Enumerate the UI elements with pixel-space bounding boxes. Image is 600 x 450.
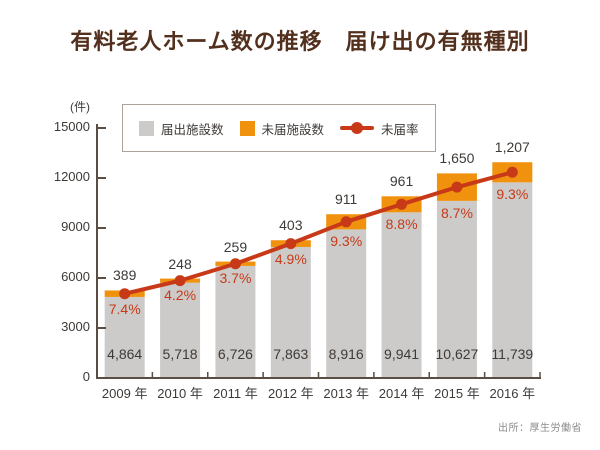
rate-point <box>340 216 352 228</box>
y-axis-unit-label: (件) <box>70 100 90 114</box>
rate-point <box>174 275 186 287</box>
legend-swatch-unreported <box>239 120 255 136</box>
legend-swatch-reported <box>139 120 154 136</box>
bar-reported <box>270 246 311 378</box>
page-title: 有料老人ホーム数の推移 届け出の有無種別 <box>70 29 530 54</box>
bar-reported <box>215 265 256 378</box>
rate-point <box>285 238 297 250</box>
rate-point <box>506 166 518 178</box>
bar-reported <box>326 229 367 378</box>
rate-point <box>451 181 463 193</box>
legend-label-reported: 届出施設数 <box>161 122 224 137</box>
legend-line-icon <box>340 122 375 134</box>
bar-reported <box>160 282 201 378</box>
legend-label-unreported: 未届施設数 <box>261 122 325 137</box>
legend-item-rate: 未届率 <box>340 119 419 138</box>
rate-line <box>124 170 513 296</box>
legend-label-rate: 未届率 <box>381 122 419 137</box>
source-credit: 出所：厚生労働省 <box>498 423 582 434</box>
legend-item-reported: 届出施設数 <box>139 119 224 138</box>
legend: 届出施設数 未届施設数 未届率 <box>122 104 436 152</box>
bar-reported <box>492 182 533 378</box>
rate-point <box>119 288 131 300</box>
rate-point <box>229 258 241 270</box>
bar-reported <box>104 296 145 378</box>
bar-reported <box>436 200 477 378</box>
bar-reported <box>381 212 422 378</box>
legend-item-unreported: 未届施設数 <box>239 119 325 138</box>
legend-line-dot-icon <box>351 122 364 134</box>
rate-point <box>396 198 408 210</box>
